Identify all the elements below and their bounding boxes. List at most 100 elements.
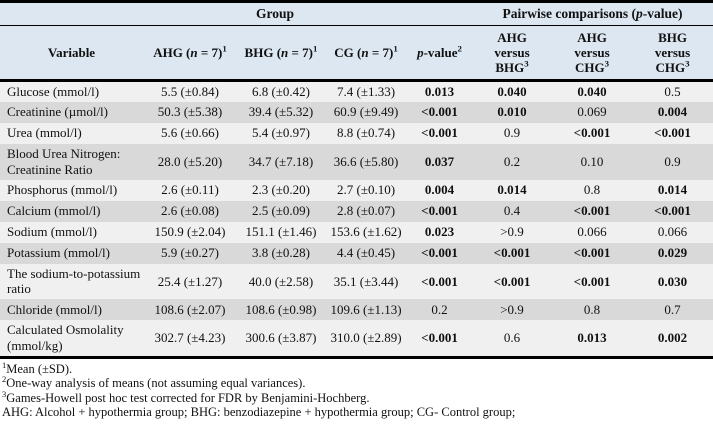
cell-bhg-vs-chg: 0.030 [657, 273, 688, 289]
cell-bhg: 2.3 (±0.20) [251, 182, 311, 198]
pairwise-line-mid: versus [574, 44, 610, 60]
cell-ahg-vs-chg: <0.001 [573, 273, 611, 289]
cell-ahg: 5.5 (±0.84) [160, 84, 220, 99]
cell-ahg: 28.0 (±5.20) [157, 153, 223, 169]
cell-ahg-vs-bhg: 0.6 [503, 330, 521, 346]
cell-cg: 8.8 (±0.74) [336, 125, 396, 141]
cell-ahg-vs-chg: <0.001 [573, 203, 611, 219]
cell-ahg-vs-bhg: >0.9 [500, 224, 524, 240]
cell-ahg: 50.3 (±5.38) [157, 104, 223, 120]
table-row: Phosphorus (mmol/l) 2.6 (±0.11) 2.3 (±0.20… [0, 179, 713, 201]
table-row: Potassium (mmol/l) 5.9 (±0.27) 3.8 (±0.28)… [0, 242, 713, 264]
col-header-ahg-vs-bhg: AHG versus BHG3 [472, 25, 553, 82]
cell-ahg-vs-bhg: 0.2 [503, 153, 521, 169]
spanner-variable-blank [0, 1, 143, 26]
cell-cg: 2.8 (±0.07) [336, 203, 396, 219]
cell-bhg-vs-chg: 0.029 [657, 245, 688, 261]
footnote-line: 2One-way analysis of means (not assuming… [2, 374, 306, 391]
cell-ahg: 2.6 (±0.11) [161, 182, 219, 198]
cell-bhg-vs-chg: 0.5 [664, 84, 681, 99]
cell-bhg: 151.1 (±1.46) [245, 224, 317, 240]
col-header-ahg-vs-chg: AHG versus CHG3 [552, 25, 633, 82]
cell-variable: Blood Urea Nitrogen: Creatinine Ratio [7, 145, 121, 177]
cell-cg: 153.6 (±1.62) [330, 224, 402, 240]
cell-bhg: 6.8 (±0.42) [251, 84, 311, 99]
cell-cg: 36.6 (±5.80) [333, 153, 399, 169]
cell-p: <0.001 [421, 245, 458, 261]
cell-ahg: 5.6 (±0.66) [160, 125, 220, 141]
cell-variable: Glucose (mmol/l) [7, 84, 100, 99]
lab-results-table: Group Pairwise comparisons (p-value) Var… [0, 0, 713, 360]
col-header-cg: CG (n = 7)1 [325, 25, 408, 82]
footnote-line: 3Games-Howell post hoc test corrected fo… [2, 388, 370, 405]
table-row: The sodium-to-potassium ratio 25.4 (±1.27… [0, 263, 713, 300]
cell-bhg: 5.4 (±0.97) [251, 125, 311, 141]
cell-variable: Potassium (mmol/l) [7, 245, 110, 261]
cell-ahg: 150.9 (±2.04) [154, 224, 226, 240]
cell-ahg: 108.6 (±2.07) [154, 301, 226, 317]
lab-results-table-figure: Group Pairwise comparisons (p-value) Var… [0, 0, 713, 420]
pairwise-spanner-header: Pairwise comparisons (p-value) [472, 1, 713, 26]
cell-p: 0.004 [424, 182, 455, 198]
cell-variable: Creatinine (µmol/l) [7, 104, 108, 120]
cell-ahg: 302.7 (±4.23) [154, 330, 226, 346]
cell-ahg-vs-bhg: 0.010 [497, 104, 527, 120]
cell-ahg-vs-bhg: 0.4 [503, 203, 521, 219]
group-spanner-header: Group [143, 1, 408, 26]
col-header-variable: Variable [0, 25, 143, 82]
cell-bhg: 39.4 (±5.32) [248, 104, 314, 120]
cell-bhg: 34.7 (±7.18) [248, 153, 314, 169]
table-header: Group Pairwise comparisons (p-value) Var… [0, 1, 713, 82]
table-row: Blood Urea Nitrogen: Creatinine Ratio 28.… [0, 143, 713, 180]
cell-cg: 35.1 (±3.44) [333, 273, 399, 289]
cell-bhg-vs-chg: 0.004 [657, 104, 688, 120]
cell-ahg: 2.6 (±0.08) [160, 203, 220, 219]
col-header-bhg: BHG (n = 7)1 [237, 25, 325, 82]
cell-bhg: 40.0 (±2.58) [248, 273, 314, 289]
table-row: Calculated Osmolality (mmol/kg) 302.7 (±4… [0, 320, 713, 358]
cell-bhg-vs-chg: 0.014 [657, 182, 688, 198]
col-header-bhg-vs-chg: BHG versus CHG3 [632, 25, 713, 82]
cell-ahg-vs-chg: 0.013 [577, 330, 607, 346]
cell-variable: Calcium (mmol/l) [7, 203, 101, 219]
spanner-row: Group Pairwise comparisons (p-value) [0, 1, 713, 26]
cell-p: 0.023 [424, 224, 455, 240]
cell-ahg-vs-chg: <0.001 [573, 125, 611, 141]
cell-ahg-vs-bhg: 0.040 [497, 84, 527, 99]
cell-variable: Urea (mmol/l) [7, 125, 82, 141]
cell-variable: The sodium-to-potassium ratio [7, 265, 141, 297]
cell-ahg-vs-chg: 0.10 [580, 153, 604, 169]
pairwise-line-top: AHG [577, 29, 607, 45]
pairwise-line-bottom: CHG3 [655, 58, 690, 76]
cell-p: <0.001 [421, 273, 458, 289]
cell-ahg-vs-chg: 0.069 [577, 104, 607, 120]
table-row: Chloride (mmol/l) 108.6 (±2.07) 108.6 (±0.… [0, 299, 713, 321]
cell-ahg-vs-bhg: >0.9 [500, 301, 524, 317]
cell-ahg-vs-chg: <0.001 [573, 245, 611, 261]
cell-bhg-vs-chg: 0.002 [657, 330, 688, 346]
pairwise-line-top: BHG [658, 29, 687, 45]
cell-variable: Phosphorus (mmol/l) [7, 182, 118, 198]
cell-bhg: 108.6 (±0.98) [245, 301, 317, 317]
footnotes: 1Mean (±SD). 2One-way analysis of means (… [0, 359, 713, 420]
pairwise-line-bottom: CHG3 [574, 58, 610, 76]
cell-cg: 7.4 (±1.33) [336, 84, 396, 99]
cell-p: <0.001 [421, 203, 458, 219]
cell-p: 0.037 [424, 153, 455, 169]
footnote-line: AHG: Alcohol + hypothermia group; BHG: b… [2, 405, 516, 420]
cell-ahg-vs-chg: 0.066 [577, 224, 607, 240]
cell-ahg-vs-chg: 0.8 [583, 301, 601, 317]
pairwise-line-bottom: BHG3 [495, 58, 529, 76]
pairwise-line-mid: versus [494, 44, 530, 60]
cell-ahg-vs-bhg: <0.001 [493, 273, 531, 289]
cell-cg: 109.6 (±1.13) [330, 301, 402, 317]
table-body: Glucose (mmol/l) 5.5 (±0.84) 6.8 (±0.42) 7.… [0, 80, 713, 358]
table-row: Calcium (mmol/l) 2.6 (±0.08) 2.5 (±0.09) 2.… [0, 200, 713, 222]
cell-variable: Calculated Osmolality (mmol/kg) [7, 322, 124, 354]
cell-bhg-vs-chg: 0.7 [664, 301, 681, 317]
cell-cg: 310.0 (±2.89) [330, 330, 402, 346]
cell-ahg-vs-chg: 0.040 [577, 84, 607, 99]
cell-bhg-vs-chg: 0.066 [657, 224, 688, 240]
table-row: Urea (mmol/l) 5.6 (±0.66) 5.4 (±0.97) 8.8 (… [0, 122, 713, 144]
col-header-ahg: AHG (n = 7)1 [143, 25, 237, 82]
